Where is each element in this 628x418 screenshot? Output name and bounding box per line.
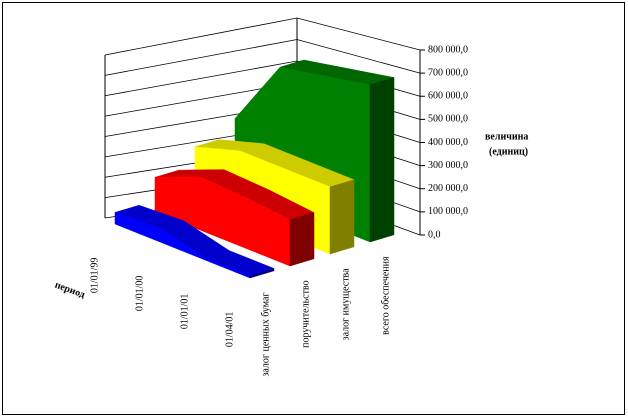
y-tick-label: 800 000,0 — [428, 44, 468, 55]
y-tick-label: 300 000,0 — [428, 160, 468, 171]
y-tick-label: 0,0 — [428, 229, 441, 240]
grid-line — [104, 17, 421, 56]
y-axis-label: величина — [485, 131, 528, 142]
series-label: поручительство — [300, 280, 311, 347]
y-tick-label: 200 000,0 — [428, 183, 468, 194]
x-tick-label: 01/04/01 — [224, 312, 235, 348]
y-axis-label: (единиц) — [489, 146, 528, 157]
grid-line — [104, 39, 421, 76]
series-label: всего обеспечения — [380, 256, 391, 335]
x-tick-label: 01/01/01 — [179, 294, 190, 330]
area-front — [249, 268, 275, 279]
x-tick-label: 01/01/99 — [89, 258, 100, 294]
y-tick-label: 100 000,0 — [428, 206, 468, 217]
series-label: залог имущества — [340, 268, 351, 341]
x-tick-label: 01/01/00 — [134, 276, 145, 312]
y-tick-label: 600 000,0 — [428, 91, 468, 102]
area-front — [289, 212, 315, 267]
area-front — [329, 179, 355, 255]
series-label: залог ценных бумаг — [260, 292, 271, 376]
y-tick-label: 400 000,0 — [428, 137, 468, 148]
area-front — [369, 77, 395, 243]
y-tick-label: 500 000,0 — [428, 114, 468, 125]
y-tick-label: 700 000,0 — [428, 67, 468, 78]
